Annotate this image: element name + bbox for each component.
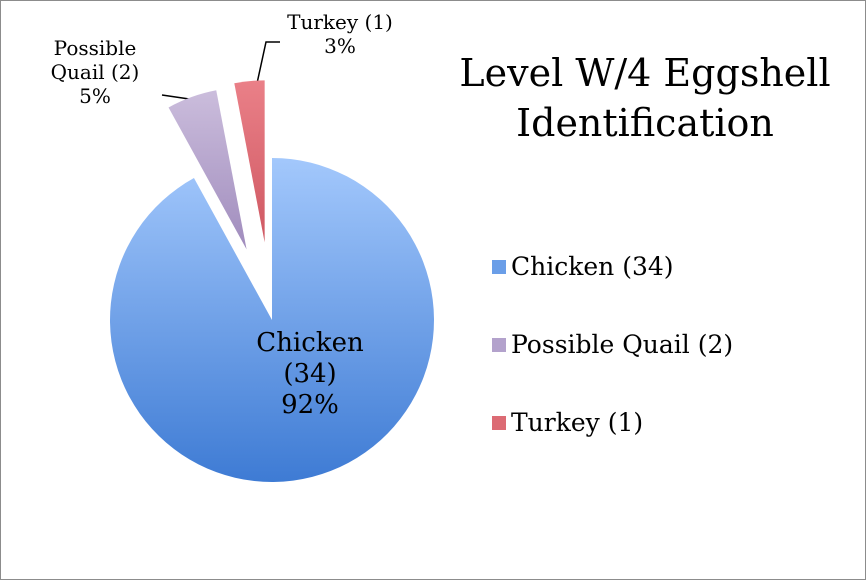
leader-line <box>255 41 280 89</box>
data-label-value: 3% <box>324 34 356 58</box>
data-label-category: Possible Quail (2) <box>50 36 140 84</box>
data-label: Possible Quail (2) 5% <box>40 36 150 108</box>
legend-label: Turkey (1) <box>511 408 644 437</box>
pie-slice <box>234 80 265 243</box>
legend-label: Possible Quail (2) <box>511 330 734 359</box>
chart-title: Level W/4 Eggshell Identification <box>459 51 831 146</box>
data-label-value: 5% <box>79 84 111 108</box>
legend-label: Chicken (34) <box>511 252 674 281</box>
legend-entry: Turkey (1) <box>492 408 643 437</box>
data-label-category: Chicken (34) <box>256 328 364 390</box>
legend-swatch <box>492 259 506 274</box>
legend-entry: Chicken (34) <box>492 252 674 281</box>
pie-slice <box>168 90 247 250</box>
legend-swatch <box>492 337 506 352</box>
data-label-value: 92% <box>281 390 339 421</box>
pie-slice <box>109 158 434 482</box>
legend-entry: Possible Quail (2) <box>492 330 733 359</box>
data-label: Chicken (34) 92% <box>225 328 395 422</box>
legend-swatch <box>492 415 506 430</box>
data-label-category: Turkey (1) <box>287 10 393 34</box>
data-label: Turkey (1) 3% <box>270 10 410 58</box>
